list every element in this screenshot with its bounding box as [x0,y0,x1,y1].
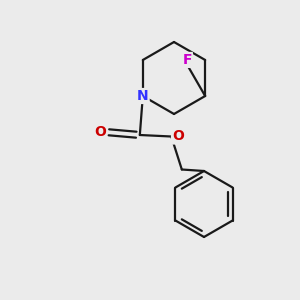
Text: O: O [172,130,184,143]
Text: N: N [137,89,148,103]
Text: F: F [182,53,192,67]
Text: O: O [94,125,106,139]
